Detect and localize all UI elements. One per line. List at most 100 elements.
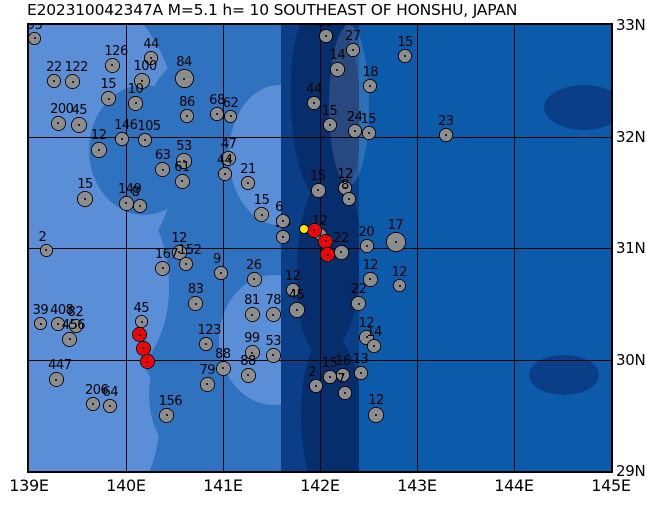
event-depth-label: 200 bbox=[50, 101, 74, 117]
event-depth-label: 12 bbox=[391, 265, 408, 281]
beachball-center-dot bbox=[161, 267, 164, 270]
y-tick-label: 33N bbox=[616, 16, 646, 34]
focal-mechanism-beachball bbox=[439, 128, 454, 143]
event-depth-label: 68 bbox=[209, 93, 225, 109]
focal-mechanism-beachball bbox=[393, 279, 407, 293]
beachball-center-dot bbox=[328, 376, 331, 379]
focal-mechanism-beachball bbox=[398, 49, 413, 64]
event-depth-label: 15 bbox=[360, 112, 377, 128]
beachball-center-dot bbox=[111, 64, 114, 67]
gridline-latitude bbox=[29, 136, 611, 138]
event-depth-label: 15 bbox=[253, 193, 270, 209]
event-depth-label: 78 bbox=[265, 293, 281, 309]
focal-mechanism-beachball bbox=[133, 72, 150, 89]
event-depth-label: 88 bbox=[240, 353, 256, 369]
focal-mechanism-beachball bbox=[101, 91, 117, 107]
focal-mechanism-beachball bbox=[39, 243, 53, 257]
beachball-center-dot bbox=[55, 378, 58, 381]
event-depth-label: 8 bbox=[341, 177, 349, 193]
beachball-center-dot bbox=[251, 313, 254, 316]
event-depth-label: 13 bbox=[352, 351, 369, 367]
x-tick-label: 144E bbox=[494, 476, 534, 495]
focal-mechanism-beachball bbox=[368, 407, 385, 424]
focal-mechanism-beachball bbox=[132, 327, 148, 343]
beachball-center-dot bbox=[33, 37, 36, 40]
event-depth-label: 15 bbox=[310, 168, 326, 184]
focal-mechanism-beachball bbox=[71, 117, 88, 134]
beachball-center-dot bbox=[97, 148, 100, 151]
event-depth-label: 64 bbox=[102, 385, 119, 401]
focal-mechanism-beachball bbox=[115, 131, 130, 146]
beachball-center-dot bbox=[315, 385, 318, 388]
map-plot-area: 9322122126441008415108668622004514610512… bbox=[27, 23, 613, 473]
x-tick-label: 143E bbox=[397, 476, 437, 495]
event-depth-label: 126 bbox=[104, 43, 128, 59]
event-depth-label: 149 bbox=[118, 181, 142, 197]
beachball-center-dot bbox=[398, 284, 401, 287]
focal-mechanism-beachball bbox=[254, 207, 270, 223]
beachball-center-dot bbox=[328, 124, 331, 127]
focal-mechanism-beachball bbox=[265, 347, 281, 363]
gridline-latitude bbox=[29, 359, 611, 361]
focal-mechanism-beachball bbox=[367, 339, 382, 354]
focal-mechanism-beachball bbox=[174, 69, 194, 89]
focal-mechanism-beachball bbox=[51, 316, 66, 331]
beachball-center-dot bbox=[68, 338, 71, 341]
beachball-center-dot bbox=[109, 405, 112, 408]
focal-mechanism-beachball bbox=[221, 151, 237, 167]
beachball-center-dot bbox=[445, 134, 448, 137]
focal-mechanism-beachball bbox=[86, 397, 101, 412]
event-depth-label: 39 bbox=[32, 303, 49, 319]
beachball-center-dot bbox=[185, 262, 188, 265]
beachball-center-dot bbox=[206, 383, 209, 386]
event-depth-label: 146 bbox=[114, 117, 138, 133]
event-depth-label: 122 bbox=[64, 60, 89, 76]
beachball-center-dot bbox=[150, 57, 153, 60]
event-depth-label: 206 bbox=[85, 383, 109, 399]
beachball-center-dot bbox=[125, 202, 127, 205]
event-depth-label: 15 bbox=[77, 176, 93, 192]
focal-mechanism-beachball bbox=[288, 302, 305, 319]
gridline-latitude bbox=[29, 248, 611, 249]
focal-mechanism-beachball bbox=[176, 153, 193, 170]
event-depth-label: 12 bbox=[284, 269, 301, 285]
event-depth-label: 17 bbox=[387, 218, 404, 234]
focal-mechanism-beachball bbox=[362, 271, 378, 287]
y-tick-label: 32N bbox=[616, 127, 646, 146]
focal-mechanism-beachball bbox=[62, 331, 78, 347]
beachball-center-dot bbox=[222, 367, 224, 370]
beachball-center-dot bbox=[146, 360, 149, 363]
beachball-center-dot bbox=[183, 77, 186, 80]
focal-mechanism-beachball bbox=[159, 407, 175, 423]
map-canvas: 9322122126441008415108668622004514610512… bbox=[29, 25, 611, 471]
bathymetry-region bbox=[529, 355, 599, 395]
x-tick-label: 140E bbox=[106, 476, 146, 495]
beachball-center-dot bbox=[229, 115, 232, 118]
focal-mechanism-beachball bbox=[342, 191, 357, 206]
focal-mechanism-beachball bbox=[214, 265, 229, 280]
focal-mechanism-beachball bbox=[353, 365, 368, 380]
event-depth-label: 22 bbox=[350, 282, 367, 298]
event-depth-label: 123 bbox=[197, 322, 222, 338]
event-depth-label: 2 bbox=[38, 229, 47, 245]
beachball-center-dot bbox=[227, 157, 230, 160]
beachball-center-dot bbox=[183, 160, 186, 163]
beachball-center-dot bbox=[140, 79, 143, 82]
focal-mechanism-beachball bbox=[363, 79, 378, 94]
focal-mechanism-beachball bbox=[90, 141, 107, 158]
focal-mechanism-beachball bbox=[307, 96, 322, 111]
beachball-center-dot bbox=[74, 325, 77, 328]
beachball-center-dot bbox=[186, 115, 189, 118]
event-depth-label: 12 bbox=[337, 166, 353, 182]
event-depth-label: 15 bbox=[100, 77, 117, 93]
x-tick-label: 142E bbox=[300, 476, 340, 495]
beachball-center-dot bbox=[365, 244, 368, 247]
event-depth-label: 7 bbox=[337, 371, 345, 387]
beachball-center-dot bbox=[107, 97, 110, 100]
event-depth-label: 18 bbox=[362, 65, 378, 81]
beachball-center-dot bbox=[365, 336, 368, 339]
focal-mechanism-beachball bbox=[47, 73, 62, 88]
focal-mechanism-beachball bbox=[68, 319, 83, 334]
beachball-center-dot bbox=[260, 213, 263, 216]
focal-mechanism-beachball bbox=[224, 109, 238, 123]
